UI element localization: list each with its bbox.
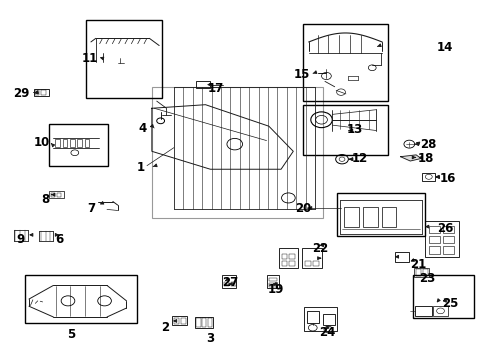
Text: 4: 4 (139, 122, 147, 135)
Text: 27: 27 (221, 276, 238, 289)
Text: 19: 19 (267, 283, 284, 296)
Bar (181, 318, 185, 324)
Bar (432, 306, 447, 316)
Bar (428, 246, 439, 253)
Bar (278, 248, 298, 268)
Text: 23: 23 (418, 272, 435, 285)
Text: 15: 15 (293, 68, 310, 81)
Bar (412, 275, 473, 318)
Bar (173, 318, 178, 324)
Bar (49, 192, 64, 198)
Bar (305, 261, 310, 266)
Bar (196, 319, 200, 327)
Bar (84, 139, 89, 147)
Text: 3: 3 (206, 332, 214, 345)
Bar (362, 207, 377, 226)
Bar (49, 125, 108, 166)
Bar (443, 246, 453, 253)
Bar (289, 261, 295, 266)
Bar (34, 89, 49, 96)
Bar (394, 252, 408, 262)
Text: 7: 7 (87, 202, 96, 215)
Text: 21: 21 (409, 258, 426, 271)
Bar (86, 21, 161, 98)
Bar (230, 282, 235, 286)
Bar (207, 319, 212, 327)
Bar (306, 311, 319, 323)
Bar (415, 269, 420, 276)
Bar (443, 236, 453, 243)
Bar (424, 221, 458, 257)
Bar (414, 306, 431, 316)
Text: 25: 25 (441, 297, 457, 310)
Bar (202, 319, 206, 327)
Text: 9: 9 (17, 233, 25, 246)
Text: 26: 26 (436, 222, 452, 235)
Bar (51, 193, 55, 197)
Bar (172, 316, 186, 325)
Bar (57, 193, 61, 197)
Bar (70, 139, 75, 147)
Text: 6: 6 (55, 233, 63, 246)
Bar (224, 282, 228, 286)
Bar (322, 315, 334, 325)
Bar (443, 226, 453, 233)
Bar (312, 261, 318, 266)
Text: 18: 18 (417, 152, 433, 165)
Bar (195, 81, 210, 88)
Bar (413, 268, 428, 277)
Bar (303, 105, 387, 155)
Text: 24: 24 (319, 326, 335, 339)
Text: 14: 14 (436, 41, 452, 54)
Polygon shape (400, 155, 420, 161)
Bar (222, 275, 235, 288)
Bar (428, 226, 439, 233)
Text: 1: 1 (136, 161, 144, 174)
Text: 10: 10 (33, 136, 49, 149)
Text: 20: 20 (294, 202, 310, 215)
Text: 2: 2 (161, 320, 168, 333)
Text: 22: 22 (311, 242, 327, 255)
Bar (281, 253, 287, 259)
Bar (268, 278, 276, 282)
Bar (266, 275, 279, 288)
Text: 8: 8 (41, 193, 49, 206)
Bar (41, 90, 45, 95)
Bar (194, 318, 213, 328)
Text: 13: 13 (346, 123, 363, 136)
Text: 12: 12 (351, 152, 367, 165)
Bar (422, 173, 434, 181)
Bar (344, 207, 358, 226)
Bar (302, 248, 321, 268)
Bar (62, 139, 67, 147)
Bar (77, 139, 82, 147)
Bar (281, 261, 287, 266)
Bar (336, 193, 424, 235)
Bar (381, 207, 395, 226)
Bar (428, 236, 439, 243)
Bar (268, 283, 276, 287)
Bar (422, 269, 427, 276)
Text: 17: 17 (207, 82, 224, 95)
Bar (25, 275, 137, 323)
Text: 5: 5 (67, 328, 75, 341)
Text: 16: 16 (439, 172, 455, 185)
Bar (303, 307, 336, 330)
Bar (289, 253, 295, 259)
Text: 28: 28 (419, 138, 435, 150)
Bar (55, 139, 60, 147)
Bar (152, 87, 322, 218)
Text: 11: 11 (82, 51, 98, 64)
Text: 29: 29 (14, 87, 30, 100)
Bar (303, 24, 387, 101)
Bar (35, 90, 39, 95)
